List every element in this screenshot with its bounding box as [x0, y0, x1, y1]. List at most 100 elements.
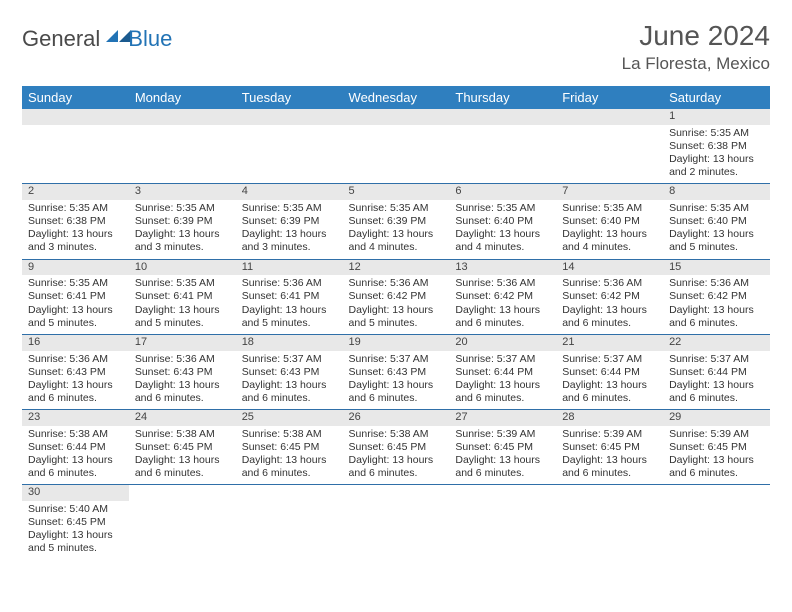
day-detail-line: and 5 minutes.: [28, 542, 123, 555]
day-number-cell: 12: [343, 259, 450, 275]
day-detail-line: Sunrise: 5:36 AM: [242, 277, 337, 290]
day-detail-cell: [236, 501, 343, 560]
logo-text-blue: Blue: [128, 26, 172, 52]
day-number-cell: 23: [22, 410, 129, 426]
day-detail-cell: [556, 125, 663, 184]
day-detail-line: Sunrise: 5:36 AM: [562, 277, 657, 290]
day-detail-cell: Sunrise: 5:36 AMSunset: 6:42 PMDaylight:…: [343, 275, 450, 334]
day-detail-line: Sunset: 6:41 PM: [28, 290, 123, 303]
day-number-cell: 9: [22, 259, 129, 275]
day-detail-line: Daylight: 13 hours: [242, 379, 337, 392]
day-detail-line: Daylight: 13 hours: [669, 153, 764, 166]
day-detail-cell: Sunrise: 5:35 AMSunset: 6:39 PMDaylight:…: [343, 200, 450, 259]
day-detail-line: Sunset: 6:42 PM: [669, 290, 764, 303]
day-detail-line: Daylight: 13 hours: [242, 454, 337, 467]
day-detail-cell: Sunrise: 5:35 AMSunset: 6:40 PMDaylight:…: [556, 200, 663, 259]
day-number-cell: 8: [663, 184, 770, 200]
day-number-cell: 29: [663, 410, 770, 426]
day-detail-line: Daylight: 13 hours: [562, 379, 657, 392]
day-detail-line: Sunrise: 5:38 AM: [349, 428, 444, 441]
day-number-cell: [236, 485, 343, 501]
day-detail-line: Daylight: 13 hours: [349, 454, 444, 467]
day-detail-line: Sunrise: 5:40 AM: [28, 503, 123, 516]
day-detail-line: Sunset: 6:43 PM: [135, 366, 230, 379]
day-detail-line: Sunrise: 5:39 AM: [455, 428, 550, 441]
day-detail-cell: [556, 501, 663, 560]
day-detail-line: Daylight: 13 hours: [135, 304, 230, 317]
day-number-cell: 28: [556, 410, 663, 426]
day-detail-cell: Sunrise: 5:38 AMSunset: 6:45 PMDaylight:…: [343, 426, 450, 485]
col-saturday: Saturday: [663, 86, 770, 109]
day-number-cell: [236, 109, 343, 125]
day-number-cell: [129, 485, 236, 501]
col-sunday: Sunday: [22, 86, 129, 109]
day-detail-line: Sunrise: 5:35 AM: [669, 202, 764, 215]
day-detail-line: Sunrise: 5:37 AM: [669, 353, 764, 366]
day-detail-cell: Sunrise: 5:35 AMSunset: 6:41 PMDaylight:…: [22, 275, 129, 334]
detail-row: Sunrise: 5:35 AMSunset: 6:41 PMDaylight:…: [22, 275, 770, 334]
day-detail-line: Sunset: 6:38 PM: [669, 140, 764, 153]
day-number-cell: 25: [236, 410, 343, 426]
day-detail-cell: Sunrise: 5:35 AMSunset: 6:38 PMDaylight:…: [22, 200, 129, 259]
day-detail-cell: Sunrise: 5:36 AMSunset: 6:42 PMDaylight:…: [449, 275, 556, 334]
day-detail-cell: Sunrise: 5:39 AMSunset: 6:45 PMDaylight:…: [663, 426, 770, 485]
day-detail-line: Sunrise: 5:35 AM: [455, 202, 550, 215]
calendar-body: 1Sunrise: 5:35 AMSunset: 6:38 PMDaylight…: [22, 109, 770, 560]
day-detail-cell: Sunrise: 5:36 AMSunset: 6:43 PMDaylight:…: [129, 351, 236, 410]
day-detail-line: and 5 minutes.: [135, 317, 230, 330]
day-number-cell: 10: [129, 259, 236, 275]
day-detail-line: Sunrise: 5:39 AM: [562, 428, 657, 441]
day-number-cell: 24: [129, 410, 236, 426]
day-detail-line: Sunrise: 5:35 AM: [349, 202, 444, 215]
day-detail-line: Daylight: 13 hours: [349, 379, 444, 392]
day-detail-line: Sunrise: 5:35 AM: [28, 202, 123, 215]
day-detail-cell: Sunrise: 5:38 AMSunset: 6:44 PMDaylight:…: [22, 426, 129, 485]
day-number-cell: [343, 485, 450, 501]
day-detail-cell: Sunrise: 5:36 AMSunset: 6:42 PMDaylight:…: [556, 275, 663, 334]
detail-row: Sunrise: 5:36 AMSunset: 6:43 PMDaylight:…: [22, 351, 770, 410]
day-detail-line: Sunrise: 5:35 AM: [135, 202, 230, 215]
day-detail-cell: [22, 125, 129, 184]
day-number-cell: 1: [663, 109, 770, 125]
day-detail-line: Daylight: 13 hours: [455, 454, 550, 467]
day-detail-line: Sunset: 6:42 PM: [349, 290, 444, 303]
day-detail-cell: Sunrise: 5:36 AMSunset: 6:42 PMDaylight:…: [663, 275, 770, 334]
day-detail-line: and 4 minutes.: [455, 241, 550, 254]
day-detail-cell: Sunrise: 5:35 AMSunset: 6:38 PMDaylight:…: [663, 125, 770, 184]
day-detail-line: Sunset: 6:39 PM: [135, 215, 230, 228]
day-number-cell: 5: [343, 184, 450, 200]
day-detail-line: Daylight: 13 hours: [28, 379, 123, 392]
day-number-cell: 30: [22, 485, 129, 501]
day-detail-line: Daylight: 13 hours: [28, 228, 123, 241]
day-number-cell: [663, 485, 770, 501]
day-number-cell: [449, 109, 556, 125]
daynum-row: 1: [22, 109, 770, 125]
day-detail-line: and 6 minutes.: [455, 317, 550, 330]
day-detail-line: Daylight: 13 hours: [455, 304, 550, 317]
day-number-cell: [556, 109, 663, 125]
col-friday: Friday: [556, 86, 663, 109]
day-detail-line: Daylight: 13 hours: [562, 304, 657, 317]
day-detail-line: Daylight: 13 hours: [135, 379, 230, 392]
day-number-cell: 4: [236, 184, 343, 200]
day-detail-cell: Sunrise: 5:37 AMSunset: 6:44 PMDaylight:…: [556, 351, 663, 410]
day-detail-line: Sunset: 6:40 PM: [669, 215, 764, 228]
day-detail-line: and 6 minutes.: [242, 467, 337, 480]
day-detail-line: Sunrise: 5:36 AM: [669, 277, 764, 290]
page-title: June 2024: [622, 20, 770, 52]
day-number-cell: [22, 109, 129, 125]
day-number-cell: 13: [449, 259, 556, 275]
day-detail-cell: [449, 501, 556, 560]
day-detail-cell: Sunrise: 5:35 AMSunset: 6:39 PMDaylight:…: [129, 200, 236, 259]
day-detail-line: Daylight: 13 hours: [669, 304, 764, 317]
day-detail-cell: Sunrise: 5:39 AMSunset: 6:45 PMDaylight:…: [449, 426, 556, 485]
day-detail-line: Sunset: 6:43 PM: [349, 366, 444, 379]
day-detail-line: and 6 minutes.: [28, 467, 123, 480]
day-detail-cell: [129, 125, 236, 184]
day-detail-cell: [343, 125, 450, 184]
day-detail-line: Sunset: 6:43 PM: [28, 366, 123, 379]
day-detail-cell: Sunrise: 5:37 AMSunset: 6:43 PMDaylight:…: [343, 351, 450, 410]
day-detail-line: and 6 minutes.: [28, 392, 123, 405]
day-detail-line: Daylight: 13 hours: [455, 379, 550, 392]
day-detail-line: Sunset: 6:40 PM: [562, 215, 657, 228]
